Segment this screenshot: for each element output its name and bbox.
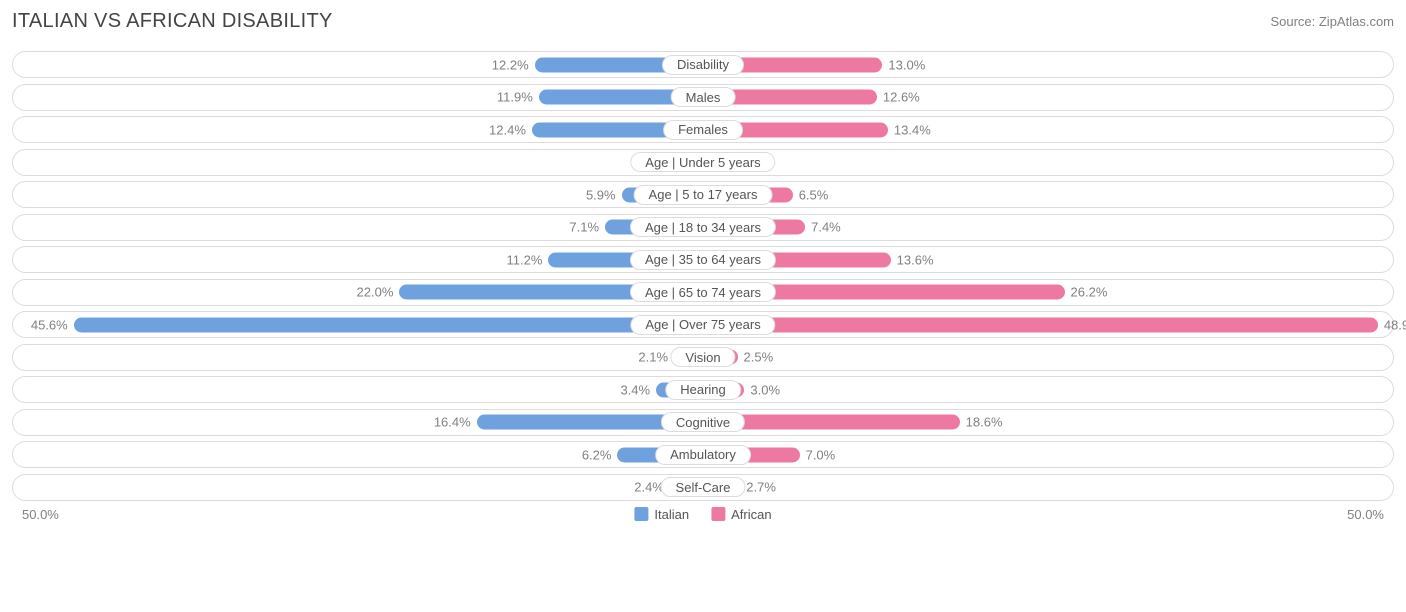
- chart-row: 12.4% 13.4% Females: [12, 116, 1394, 143]
- legend-item-left: Italian: [634, 507, 689, 522]
- chart-source: Source: ZipAtlas.com: [1270, 14, 1394, 29]
- value-right: 13.4%: [894, 122, 931, 137]
- chart-row: 22.0% 26.2% Age | 65 to 74 years: [12, 279, 1394, 306]
- value-right: 13.0%: [888, 57, 925, 72]
- value-right: 13.6%: [897, 252, 934, 267]
- category-label: Cognitive: [661, 412, 745, 432]
- value-right: 12.6%: [883, 90, 920, 105]
- value-left: 6.2%: [582, 447, 612, 462]
- value-right: 26.2%: [1071, 285, 1108, 300]
- chart-row: 5.9% 6.5% Age | 5 to 17 years: [12, 181, 1394, 208]
- category-label: Ambulatory: [655, 445, 751, 465]
- chart-row: 12.2% 13.0% Disability: [12, 51, 1394, 78]
- chart-title: ITALIAN VS AFRICAN DISABILITY: [12, 10, 333, 33]
- value-left: 11.9%: [497, 90, 533, 105]
- category-label: Age | 18 to 34 years: [630, 217, 776, 237]
- chart-row: 7.1% 7.4% Age | 18 to 34 years: [12, 214, 1394, 241]
- chart-row: 6.2% 7.0% Ambulatory: [12, 441, 1394, 468]
- value-right: 6.5%: [799, 187, 829, 202]
- bar-right: [703, 317, 1378, 332]
- legend-item-right: African: [711, 507, 771, 522]
- chart-rows: 12.2% 13.0% Disability 11.9% 12.6% Males 12.4%…: [12, 51, 1394, 501]
- legend-swatch-right-icon: [711, 507, 725, 521]
- chart-row: 1.6%1.4%Age | Under 5 years: [12, 149, 1394, 176]
- category-label: Females: [663, 120, 743, 140]
- value-left: 11.2%: [507, 252, 543, 267]
- legend: Italian African: [634, 507, 771, 522]
- value-right: 3.0%: [750, 382, 780, 397]
- chart-row: 11.9% 12.6% Males: [12, 84, 1394, 111]
- value-left: 5.9%: [586, 187, 616, 202]
- category-label: Hearing: [665, 380, 741, 400]
- value-left: 12.4%: [489, 122, 526, 137]
- category-label: Vision: [670, 347, 735, 367]
- category-label: Age | Under 5 years: [630, 152, 775, 172]
- header: ITALIAN VS AFRICAN DISABILITY Source: Zi…: [12, 10, 1394, 33]
- chart-row: 3.4% 3.0% Hearing: [12, 376, 1394, 403]
- axis-max-left: 50.0%: [22, 507, 59, 522]
- value-right: 7.0%: [806, 447, 836, 462]
- value-left: 16.4%: [434, 415, 471, 430]
- legend-swatch-left-icon: [634, 507, 648, 521]
- value-left: 45.6%: [31, 317, 68, 332]
- chart-footer: 50.0% Italian African 50.0%: [12, 507, 1394, 527]
- chart-row: 2.4% 2.7%Self-Care: [12, 474, 1394, 501]
- category-label: Disability: [662, 55, 744, 75]
- category-label: Age | Over 75 years: [630, 315, 775, 335]
- value-right: 2.7%: [746, 480, 776, 495]
- chart-row: 11.2% 13.6% Age | 35 to 64 years: [12, 246, 1394, 273]
- chart-row: 45.6%48.9%Age | Over 75 years: [12, 311, 1394, 338]
- value-right: 7.4%: [811, 220, 841, 235]
- value-right: 48.9%: [1384, 317, 1406, 332]
- value-left: 7.1%: [569, 220, 599, 235]
- legend-label-left: Italian: [654, 507, 689, 522]
- category-label: Males: [671, 87, 736, 107]
- axis-max-right: 50.0%: [1347, 507, 1384, 522]
- chart-container: ITALIAN VS AFRICAN DISABILITY Source: Zi…: [0, 0, 1406, 612]
- category-label: Age | 65 to 74 years: [630, 282, 776, 302]
- value-left: 2.4%: [634, 480, 664, 495]
- chart-row: 2.1% 2.5% Vision: [12, 344, 1394, 371]
- chart-row: 16.4% 18.6% Cognitive: [12, 409, 1394, 436]
- value-right: 2.5%: [744, 350, 774, 365]
- category-label: Age | 5 to 17 years: [634, 185, 773, 205]
- value-left: 12.2%: [492, 57, 529, 72]
- category-label: Self-Care: [661, 477, 746, 497]
- category-label: Age | 35 to 64 years: [630, 250, 776, 270]
- bar-left: [74, 317, 703, 332]
- value-left: 22.0%: [357, 285, 394, 300]
- value-left: 2.1%: [638, 350, 668, 365]
- value-right: 18.6%: [966, 415, 1003, 430]
- value-left: 3.4%: [620, 382, 650, 397]
- legend-label-right: African: [731, 507, 771, 522]
